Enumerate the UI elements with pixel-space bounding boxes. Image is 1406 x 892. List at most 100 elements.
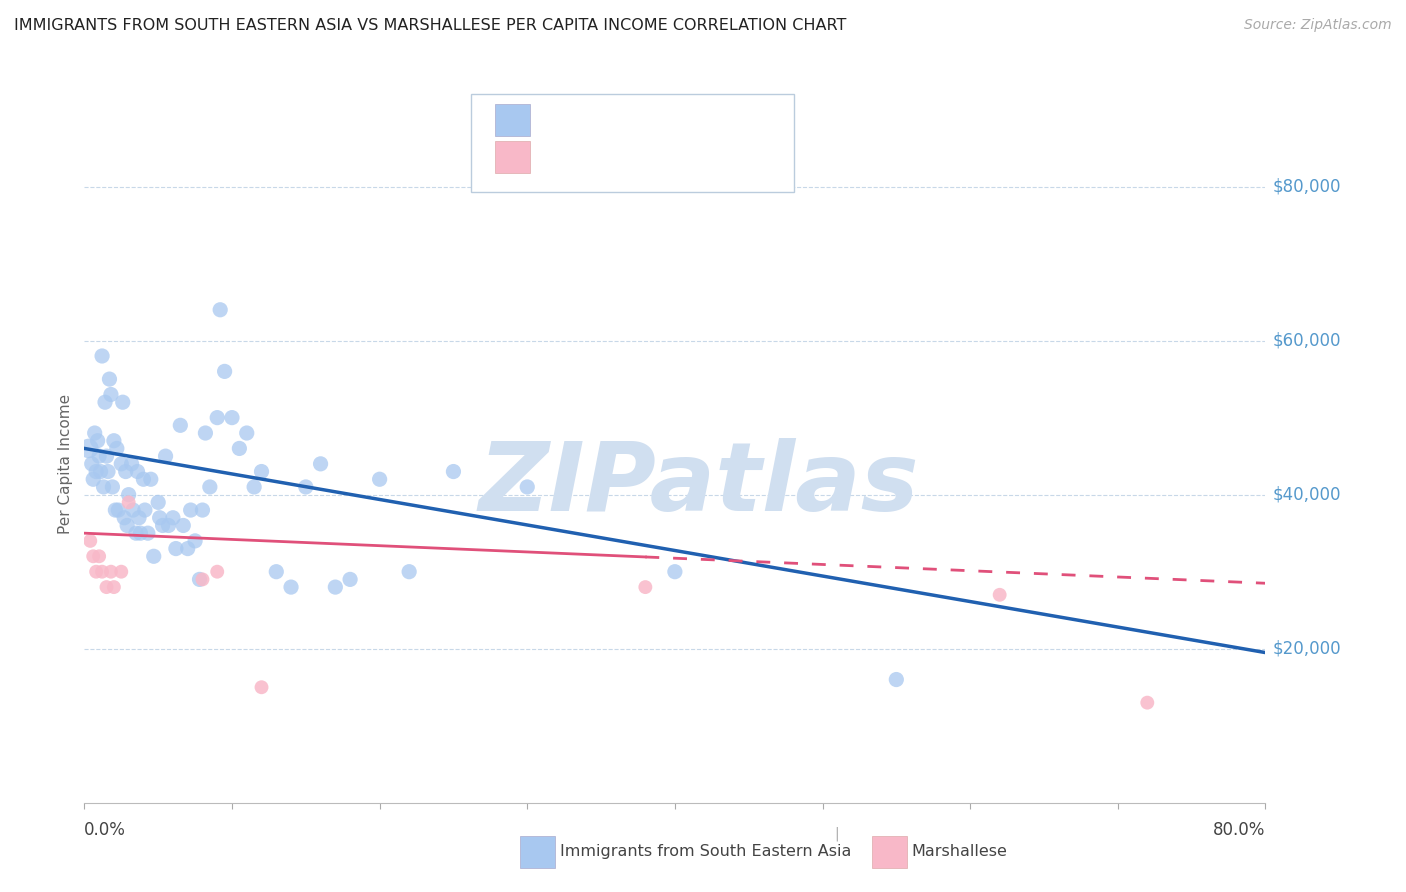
Text: 73: 73	[685, 112, 710, 129]
Point	[82, 549, 104, 564]
Point	[112, 510, 135, 524]
Point	[250, 680, 273, 694]
Point	[162, 510, 184, 524]
Point	[886, 673, 908, 687]
Point	[110, 457, 132, 471]
Point	[79, 533, 101, 548]
Point	[107, 503, 129, 517]
Point	[177, 541, 200, 556]
Point	[94, 395, 117, 409]
Point	[988, 588, 1011, 602]
Point	[122, 503, 145, 517]
Point	[87, 549, 111, 564]
Point	[250, 465, 273, 479]
Point	[100, 565, 122, 579]
Point	[198, 480, 221, 494]
Point	[115, 518, 138, 533]
Point	[188, 573, 211, 587]
Point	[152, 518, 174, 533]
Text: ZIPatlas: ZIPatlas	[478, 438, 918, 531]
Text: N =: N =	[637, 148, 689, 166]
Text: |: |	[834, 827, 839, 841]
Point	[184, 533, 207, 548]
Point	[110, 565, 132, 579]
Point	[398, 565, 420, 579]
Point	[142, 549, 165, 564]
Point	[264, 565, 288, 579]
Point	[83, 425, 105, 440]
Text: N =: N =	[637, 112, 689, 129]
Point	[91, 565, 114, 579]
Point	[139, 472, 162, 486]
Point	[148, 495, 170, 509]
Point	[149, 510, 172, 524]
Point	[77, 442, 100, 456]
Point	[105, 442, 128, 456]
Point	[114, 465, 136, 479]
Point	[103, 434, 125, 448]
Text: -0.543: -0.543	[574, 112, 638, 129]
Point	[323, 580, 347, 594]
Point	[157, 518, 180, 533]
Point	[368, 472, 391, 486]
Point	[86, 434, 108, 448]
Text: 80.0%: 80.0%	[1213, 821, 1265, 838]
Point	[98, 372, 121, 386]
Point	[180, 503, 202, 517]
Point	[134, 503, 156, 517]
Point	[194, 425, 217, 440]
Point	[87, 449, 111, 463]
Point	[118, 488, 141, 502]
Point	[235, 425, 259, 440]
Point	[103, 580, 125, 594]
Point	[80, 457, 103, 471]
Text: 16: 16	[685, 148, 710, 166]
Point	[214, 364, 236, 378]
Point	[96, 580, 118, 594]
Point	[125, 526, 148, 541]
Point	[309, 457, 332, 471]
Point	[91, 349, 114, 363]
Text: Source: ZipAtlas.com: Source: ZipAtlas.com	[1244, 18, 1392, 32]
Point	[280, 580, 302, 594]
Text: 0.0%: 0.0%	[84, 821, 127, 838]
Point	[127, 465, 149, 479]
Text: R =: R =	[540, 148, 579, 166]
Point	[295, 480, 318, 494]
Point	[191, 503, 214, 517]
Point	[339, 573, 361, 587]
Point	[132, 472, 155, 486]
Point	[1136, 696, 1159, 710]
Point	[243, 480, 266, 494]
Text: -0.167: -0.167	[574, 148, 638, 166]
Point	[128, 510, 150, 524]
Text: $20,000: $20,000	[1272, 640, 1341, 657]
Point	[191, 573, 214, 587]
Text: Immigrants from South Eastern Asia: Immigrants from South Eastern Asia	[560, 845, 851, 859]
Point	[169, 418, 191, 433]
Point	[209, 302, 232, 317]
Point	[664, 565, 686, 579]
Point	[84, 465, 107, 479]
Point	[205, 410, 228, 425]
Point	[205, 565, 228, 579]
Point	[96, 449, 118, 463]
Point	[97, 465, 120, 479]
Point	[228, 442, 250, 456]
Point	[221, 410, 243, 425]
Point	[100, 387, 122, 401]
Text: Marshallese: Marshallese	[911, 845, 1007, 859]
Text: $80,000: $80,000	[1272, 178, 1341, 195]
Point	[634, 580, 657, 594]
Point	[84, 565, 107, 579]
Point	[101, 480, 124, 494]
Point	[104, 503, 127, 517]
Point	[93, 480, 115, 494]
Point	[165, 541, 187, 556]
Point	[172, 518, 194, 533]
Point	[441, 465, 464, 479]
Text: $60,000: $60,000	[1272, 332, 1341, 350]
Point	[111, 395, 134, 409]
Point	[136, 526, 159, 541]
Y-axis label: Per Capita Income: Per Capita Income	[58, 393, 73, 534]
